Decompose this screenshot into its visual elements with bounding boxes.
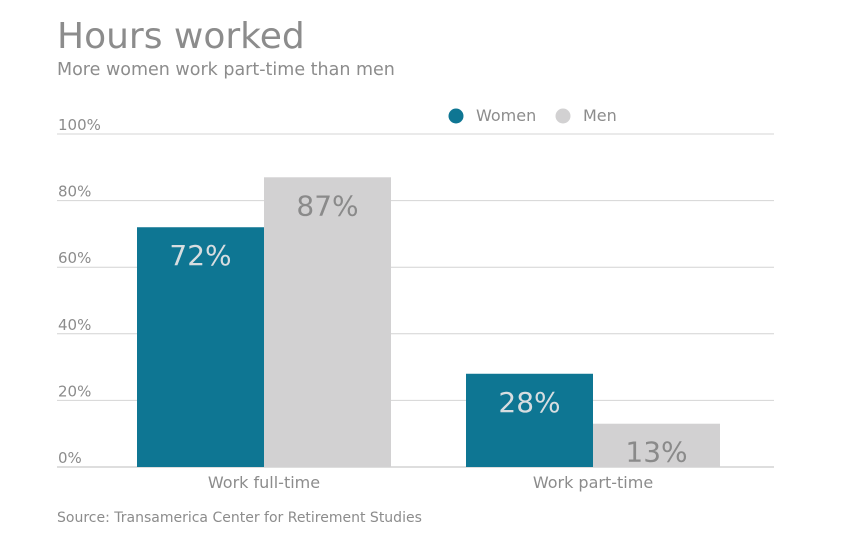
axis: 0% 20% 40% 60% 80% 100% Work full-time Work par… bbox=[58, 116, 653, 492]
data-label-women-part-time: 28% bbox=[498, 386, 560, 419]
legend-label-women: Women bbox=[476, 106, 536, 125]
y-tick-label-0: 0% bbox=[58, 449, 82, 467]
data-label-women-full-time: 72% bbox=[169, 239, 231, 272]
bar-women-part-time bbox=[466, 373, 593, 467]
y-tick-label-20: 20% bbox=[58, 382, 91, 400]
y-tick-label-40: 40% bbox=[58, 316, 91, 334]
chart-source: Source: Transamerica Center for Retireme… bbox=[57, 510, 422, 526]
legend-marker-men bbox=[555, 108, 571, 124]
y-tick-label-80: 80% bbox=[58, 183, 91, 201]
data-label-men-part-time: 13% bbox=[625, 436, 687, 469]
legend-marker-women bbox=[448, 108, 464, 124]
x-category-label-0: Work full-time bbox=[208, 473, 320, 492]
bars bbox=[137, 177, 720, 468]
bar-women-full-time bbox=[137, 227, 264, 467]
bar-men-part-time bbox=[593, 423, 720, 467]
data-label-men-full-time: 87% bbox=[296, 189, 358, 222]
legend-label-men: Men bbox=[583, 106, 617, 125]
data-labels: 72% 87% 28% 13% bbox=[169, 189, 687, 468]
bar-men-full-time bbox=[264, 177, 391, 468]
x-category-label-1: Work part-time bbox=[533, 473, 653, 492]
chart-subtitle: More women work part-time than men bbox=[57, 60, 395, 80]
y-tick-label-60: 60% bbox=[58, 249, 91, 267]
legend: Women Men bbox=[448, 106, 617, 125]
y-tick-label-100: 100% bbox=[58, 116, 101, 134]
chart-title: Hours worked bbox=[57, 16, 305, 57]
